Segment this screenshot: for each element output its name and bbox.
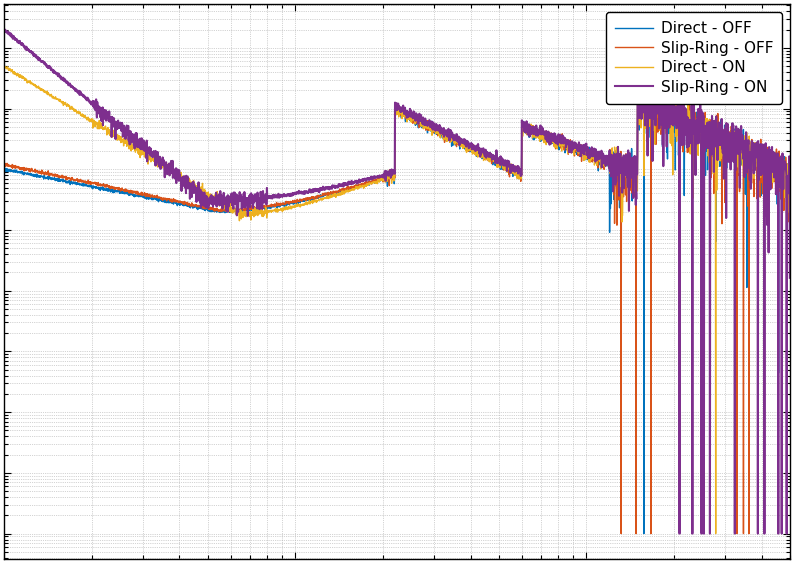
Direct - ON [711,530,720,537]
Direct - OFF [770,161,780,168]
Slip-Ring - OFF [641,79,650,86]
Direct - OFF [0,164,9,171]
Direct - OFF [785,191,794,198]
Slip-Ring - OFF [616,530,626,537]
Direct - ON [0,61,9,68]
Slip-Ring - ON [785,274,794,281]
Slip-Ring - ON [89,98,98,105]
Slip-Ring - ON [770,150,780,157]
Slip-Ring - ON [136,146,145,153]
Slip-Ring - OFF [0,162,9,168]
Slip-Ring - ON [335,181,345,187]
Slip-Ring - OFF [335,187,345,194]
Direct - ON [335,191,345,198]
Direct - OFF [335,188,345,195]
Slip-Ring - OFF [136,190,145,196]
Direct - OFF [301,197,310,204]
Direct - OFF [685,116,695,123]
Direct - OFF [136,191,145,198]
Slip-Ring - ON [675,530,684,537]
Direct - OFF [633,79,642,86]
Slip-Ring - ON [685,123,695,129]
Line: Direct - OFF: Direct - OFF [4,83,790,534]
Line: Slip-Ring - OFF: Slip-Ring - OFF [4,82,790,534]
Direct - OFF [89,184,98,191]
Direct - ON [770,153,780,160]
Direct - ON [685,128,695,135]
Slip-Ring - ON [0,26,9,33]
Slip-Ring - OFF [770,178,780,185]
Slip-Ring - ON [301,188,310,195]
Slip-Ring - OFF [785,172,794,179]
Direct - ON [301,200,310,207]
Slip-Ring - OFF [301,196,310,203]
Slip-Ring - OFF [89,180,98,186]
Direct - ON [89,122,98,128]
Direct - OFF [639,530,649,537]
Direct - ON [785,176,794,182]
Direct - ON [136,145,145,152]
Slip-Ring - ON [0,26,10,33]
Line: Direct - ON: Direct - ON [4,65,790,534]
Legend: Direct - OFF, Slip-Ring - OFF, Direct - ON, Slip-Ring - ON: Direct - OFF, Slip-Ring - OFF, Direct - … [606,12,782,104]
Slip-Ring - OFF [685,129,695,136]
Line: Slip-Ring - ON: Slip-Ring - ON [4,29,790,534]
